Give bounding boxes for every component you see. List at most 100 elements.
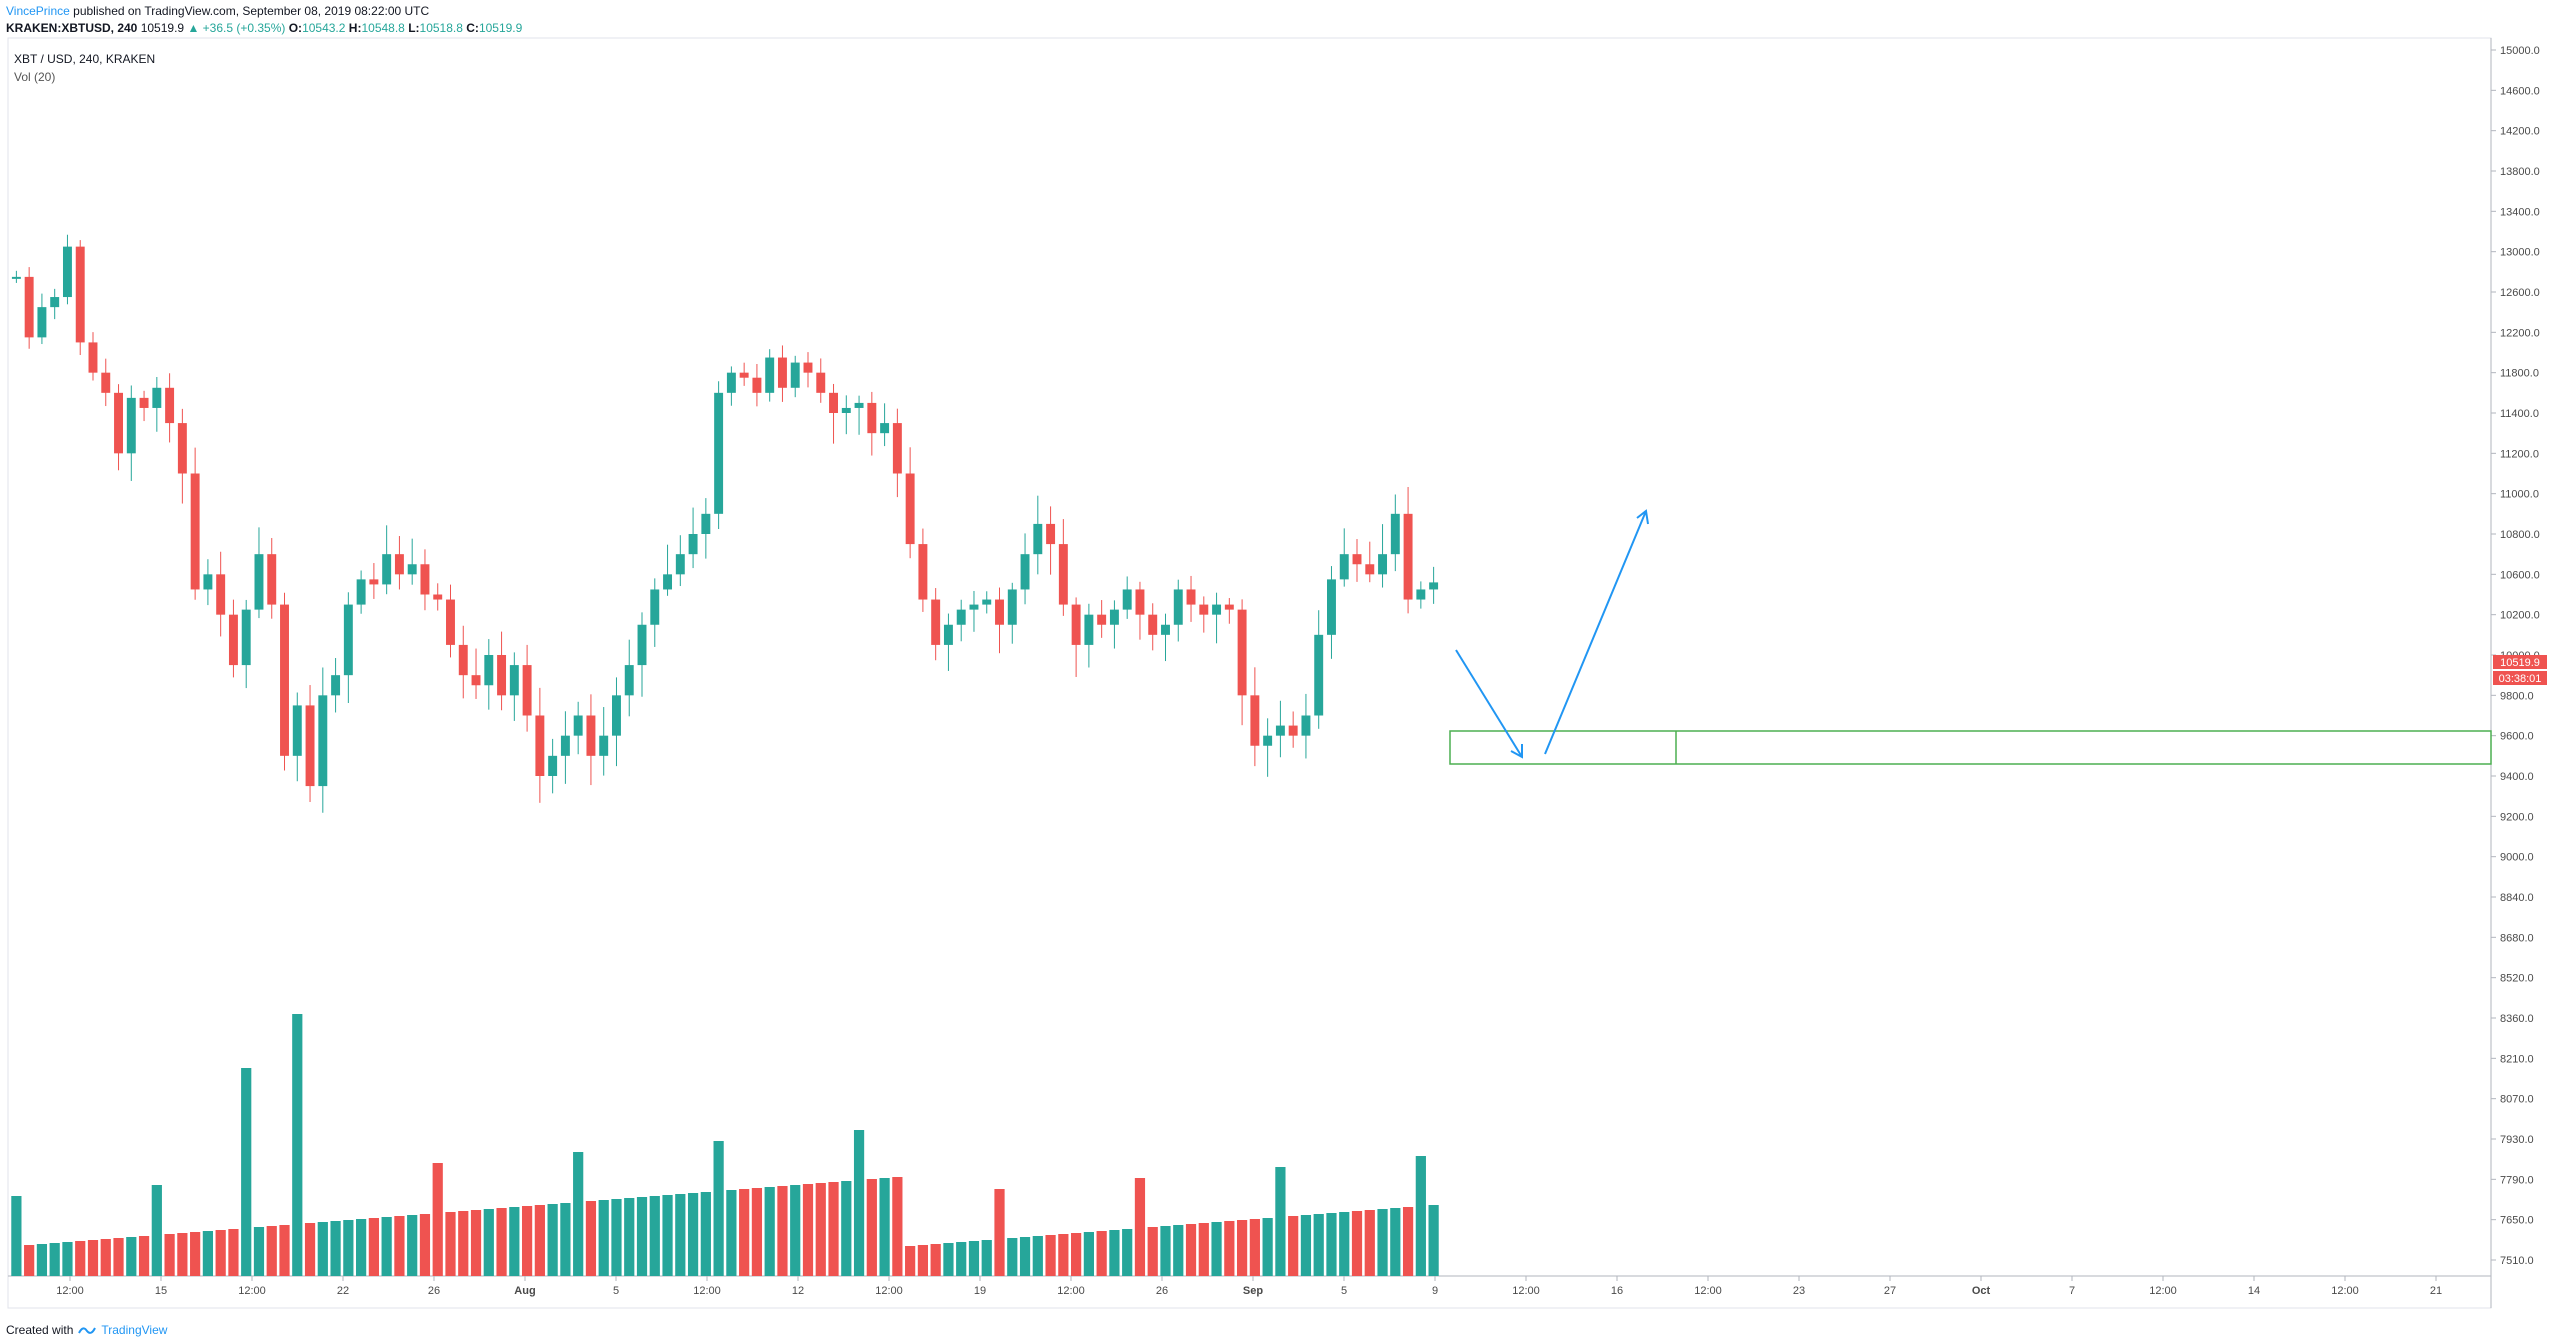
candle-body <box>995 599 1004 625</box>
price-tick-label: 14600.0 <box>2500 85 2540 97</box>
volume-bar <box>381 1217 392 1276</box>
time-tick-label: 9 <box>1432 1285 1438 1297</box>
time-tick-label: 12:00 <box>693 1285 721 1297</box>
tradingview-link[interactable]: TradingView <box>101 1323 168 1337</box>
price-tick-label: 7650.0 <box>2500 1215 2534 1227</box>
volume-bar <box>496 1208 507 1276</box>
candle-body <box>241 609 251 666</box>
candle-body <box>624 665 634 696</box>
candle-body <box>1109 609 1119 625</box>
price-tick-label: 9400.0 <box>2500 771 2534 783</box>
volume-bar <box>75 1241 86 1276</box>
last-price-tag: 10519.9 03:38:01 <box>2493 655 2547 685</box>
support-zone-rect <box>1449 730 2492 765</box>
volume-bar <box>1236 1220 1248 1276</box>
low-value: 10518.8 <box>419 21 463 35</box>
candle-body <box>50 297 60 308</box>
volume-bar <box>1211 1222 1222 1276</box>
volume-bar <box>1096 1231 1107 1276</box>
candle-body <box>943 624 953 645</box>
volume-bar <box>930 1244 941 1276</box>
time-tick-label: 12:00 <box>1057 1285 1085 1297</box>
candle-body <box>918 544 928 600</box>
volume-bar <box>521 1206 533 1276</box>
down-arrow-line <box>1455 649 1523 758</box>
price-tick-label: 12600.0 <box>2500 287 2540 299</box>
volume-bar <box>598 1200 609 1276</box>
volume-bar <box>853 1130 865 1276</box>
publish-info: published on TradingView.com, September … <box>69 4 430 18</box>
volume-bar <box>1275 1167 1286 1276</box>
volume-bar <box>432 1163 443 1276</box>
volume-bar <box>1071 1233 1082 1276</box>
volume-bar <box>892 1177 903 1276</box>
candle-body <box>573 715 583 736</box>
volume-bar <box>981 1240 992 1276</box>
volume-bar <box>1160 1226 1171 1276</box>
volume-bar <box>202 1231 214 1276</box>
volume-bar <box>1249 1219 1260 1276</box>
time-tick-label: 12:00 <box>1512 1285 1540 1297</box>
volume-bar <box>36 1244 48 1276</box>
candle-body <box>433 594 443 600</box>
volume-bar <box>483 1209 494 1276</box>
candle-body <box>407 564 417 575</box>
candle-body <box>1199 604 1209 615</box>
price-chart[interactable]: 15000.0 14600.0 14200.0 13800.0 13400.0 13000… <box>0 0 2558 1310</box>
candle-body <box>688 534 698 555</box>
candle-body <box>1007 589 1017 625</box>
candle-body <box>190 473 200 590</box>
volume-bar <box>624 1198 635 1276</box>
volume-bar <box>636 1197 648 1276</box>
volume-bar <box>1351 1211 1363 1276</box>
candle-body <box>101 372 111 393</box>
volume-bar <box>343 1220 354 1276</box>
candle-body <box>88 342 98 373</box>
volume-bar <box>1134 1178 1146 1276</box>
high-label: H: <box>348 21 362 35</box>
candle-body <box>752 377 762 393</box>
candle-body <box>599 735 609 756</box>
candle-body <box>1161 624 1170 635</box>
time-tick-label: Sep <box>1243 1285 1263 1297</box>
candle-body <box>1224 604 1234 610</box>
volume-bar <box>560 1203 571 1276</box>
volume-bar <box>943 1243 954 1276</box>
author-link[interactable]: VincePrince <box>6 4 70 18</box>
candle-body <box>1275 725 1285 736</box>
volume-bar <box>611 1199 622 1276</box>
close-label: C: <box>466 21 479 35</box>
volume-bar <box>1045 1235 1056 1276</box>
symbol: KRAKEN:XBTUSD, 240 <box>6 21 138 35</box>
volume-bar <box>49 1243 60 1276</box>
tradingview-logo-icon <box>78 1327 97 1334</box>
volume-bar <box>1019 1237 1031 1276</box>
volume-bar <box>828 1182 839 1276</box>
volume-bar <box>1083 1232 1094 1276</box>
volume-bar <box>1007 1238 1018 1276</box>
volume-bar <box>739 1189 750 1276</box>
time-tick-label: 22 <box>337 1285 349 1297</box>
price-change: ▲ +36.5 (+0.35%) <box>187 21 286 35</box>
candle-body <box>663 574 673 590</box>
volume-bar <box>1262 1218 1273 1276</box>
volume-bar <box>113 1238 124 1276</box>
candle-body <box>458 644 468 676</box>
price-tick-label: 10600.0 <box>2500 569 2540 581</box>
volume-bar <box>547 1204 558 1276</box>
countdown-tag-bg <box>2493 671 2547 685</box>
candle-body <box>880 423 890 434</box>
candle-body <box>714 392 724 514</box>
candle-body <box>829 392 838 413</box>
volume-bar <box>751 1188 763 1276</box>
candle-body <box>1429 582 1439 590</box>
candle-body <box>254 554 264 610</box>
candle-body <box>1352 554 1362 565</box>
high-value: 10548.8 <box>361 21 405 35</box>
candle-body <box>1097 614 1107 625</box>
candle-body <box>165 387 175 424</box>
candle-body <box>1071 604 1081 645</box>
volume-bar <box>24 1245 35 1276</box>
price-tick-label: 9600.0 <box>2500 731 2534 743</box>
volume-bar <box>790 1185 801 1276</box>
